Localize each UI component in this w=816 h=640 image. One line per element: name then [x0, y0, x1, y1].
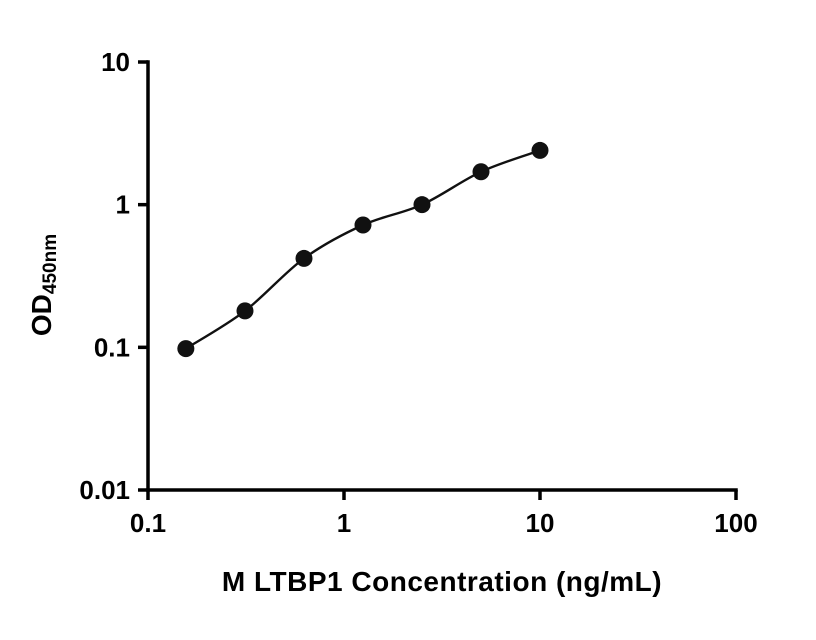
y-tick-label: 1 [116, 190, 130, 220]
data-point [413, 196, 431, 214]
fit-curve [185, 149, 541, 350]
y-tick-label: 10 [101, 47, 130, 77]
data-point [354, 216, 372, 234]
data-point [531, 141, 549, 159]
y-tick-label: 0.1 [94, 332, 130, 362]
data-point [177, 340, 195, 358]
x-axis-title: M LTBP1 Concentration (ng/mL) [221, 566, 663, 597]
data-point [236, 302, 254, 320]
data-point [295, 249, 313, 267]
x-tick-label: 0.1 [130, 508, 166, 538]
x-tick-label: 1 [337, 508, 351, 538]
y-axis-title-main: OD [26, 294, 57, 337]
y-axis-title: OD450nm [26, 234, 61, 337]
x-tick-label: 10 [526, 508, 555, 538]
data-point [472, 163, 490, 181]
y-axis-title-subscript: 450nm [40, 233, 61, 295]
y-tick-label: 0.01 [79, 475, 130, 505]
x-tick-label: 100 [714, 508, 757, 538]
